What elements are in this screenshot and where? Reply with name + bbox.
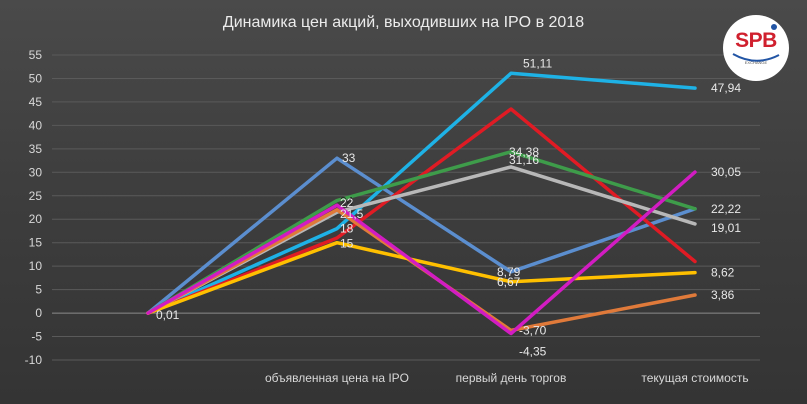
series-line-orange: [146, 208, 697, 333]
y-tick-label: 55: [29, 48, 43, 62]
chart-title: Динамика цен акций, выходивших на IPO в …: [222, 14, 585, 31]
data-label: 51,11: [523, 56, 552, 70]
series-line-blue-steel: [146, 156, 697, 315]
data-label: 33: [342, 151, 356, 165]
data-label: 3,86: [711, 288, 735, 302]
y-tick-label: 35: [29, 142, 43, 156]
y-tick-label: 10: [29, 259, 43, 273]
data-label: 8,62: [711, 266, 735, 280]
data-label: 0,01: [156, 308, 180, 322]
x-tick-label: объявленная цена на IPO: [265, 371, 409, 385]
spb-exchange-logo: SPB EXCHANGE: [723, 15, 789, 81]
series-line-magenta: [146, 170, 697, 336]
series-line-green: [146, 150, 697, 315]
series-line-red: [146, 107, 697, 315]
series-line-light-blue: [146, 71, 697, 315]
data-label: 24: [340, 194, 354, 208]
data-label: 22,22: [711, 202, 741, 216]
data-label: 30,05: [711, 165, 741, 179]
data-label: 34,38: [509, 145, 539, 159]
data-label: -4,35: [519, 344, 547, 358]
y-tick-label: 50: [29, 71, 43, 85]
y-tick-label: 5: [35, 283, 42, 297]
svg-text:EXCHANGE: EXCHANGE: [745, 60, 768, 65]
y-tick-label: 45: [29, 95, 43, 109]
x-tick-label: текущая стоимость: [641, 371, 748, 385]
data-label: 19,01: [711, 221, 741, 235]
logo-dot: [771, 24, 777, 30]
data-label: 6,67: [497, 275, 521, 289]
logo-text: SPB: [735, 29, 777, 52]
data-label: 8,79: [497, 265, 521, 279]
y-tick-label: 0: [35, 306, 42, 320]
y-tick-label: 40: [29, 118, 43, 132]
series-line-yellow: [146, 240, 697, 315]
x-tick-label: первый день торгов: [456, 371, 567, 385]
data-label: 47,94: [711, 81, 741, 95]
y-tick-label: 25: [29, 189, 43, 203]
series-line-gray: [146, 165, 697, 315]
y-tick-label: 30: [29, 165, 43, 179]
logo-swoosh-icon: EXCHANGE: [732, 53, 780, 65]
data-label: 21,5: [340, 207, 364, 221]
data-label: 31,16: [509, 153, 539, 167]
data-label: 22: [340, 196, 354, 210]
y-tick-label: 20: [29, 212, 43, 226]
data-label: 18: [340, 222, 354, 236]
y-tick-label: -5: [31, 330, 42, 344]
data-label: -3,70: [519, 323, 547, 337]
y-tick-label: 15: [29, 236, 43, 250]
data-label: 15: [340, 237, 354, 251]
y-tick-label: -10: [25, 353, 43, 367]
